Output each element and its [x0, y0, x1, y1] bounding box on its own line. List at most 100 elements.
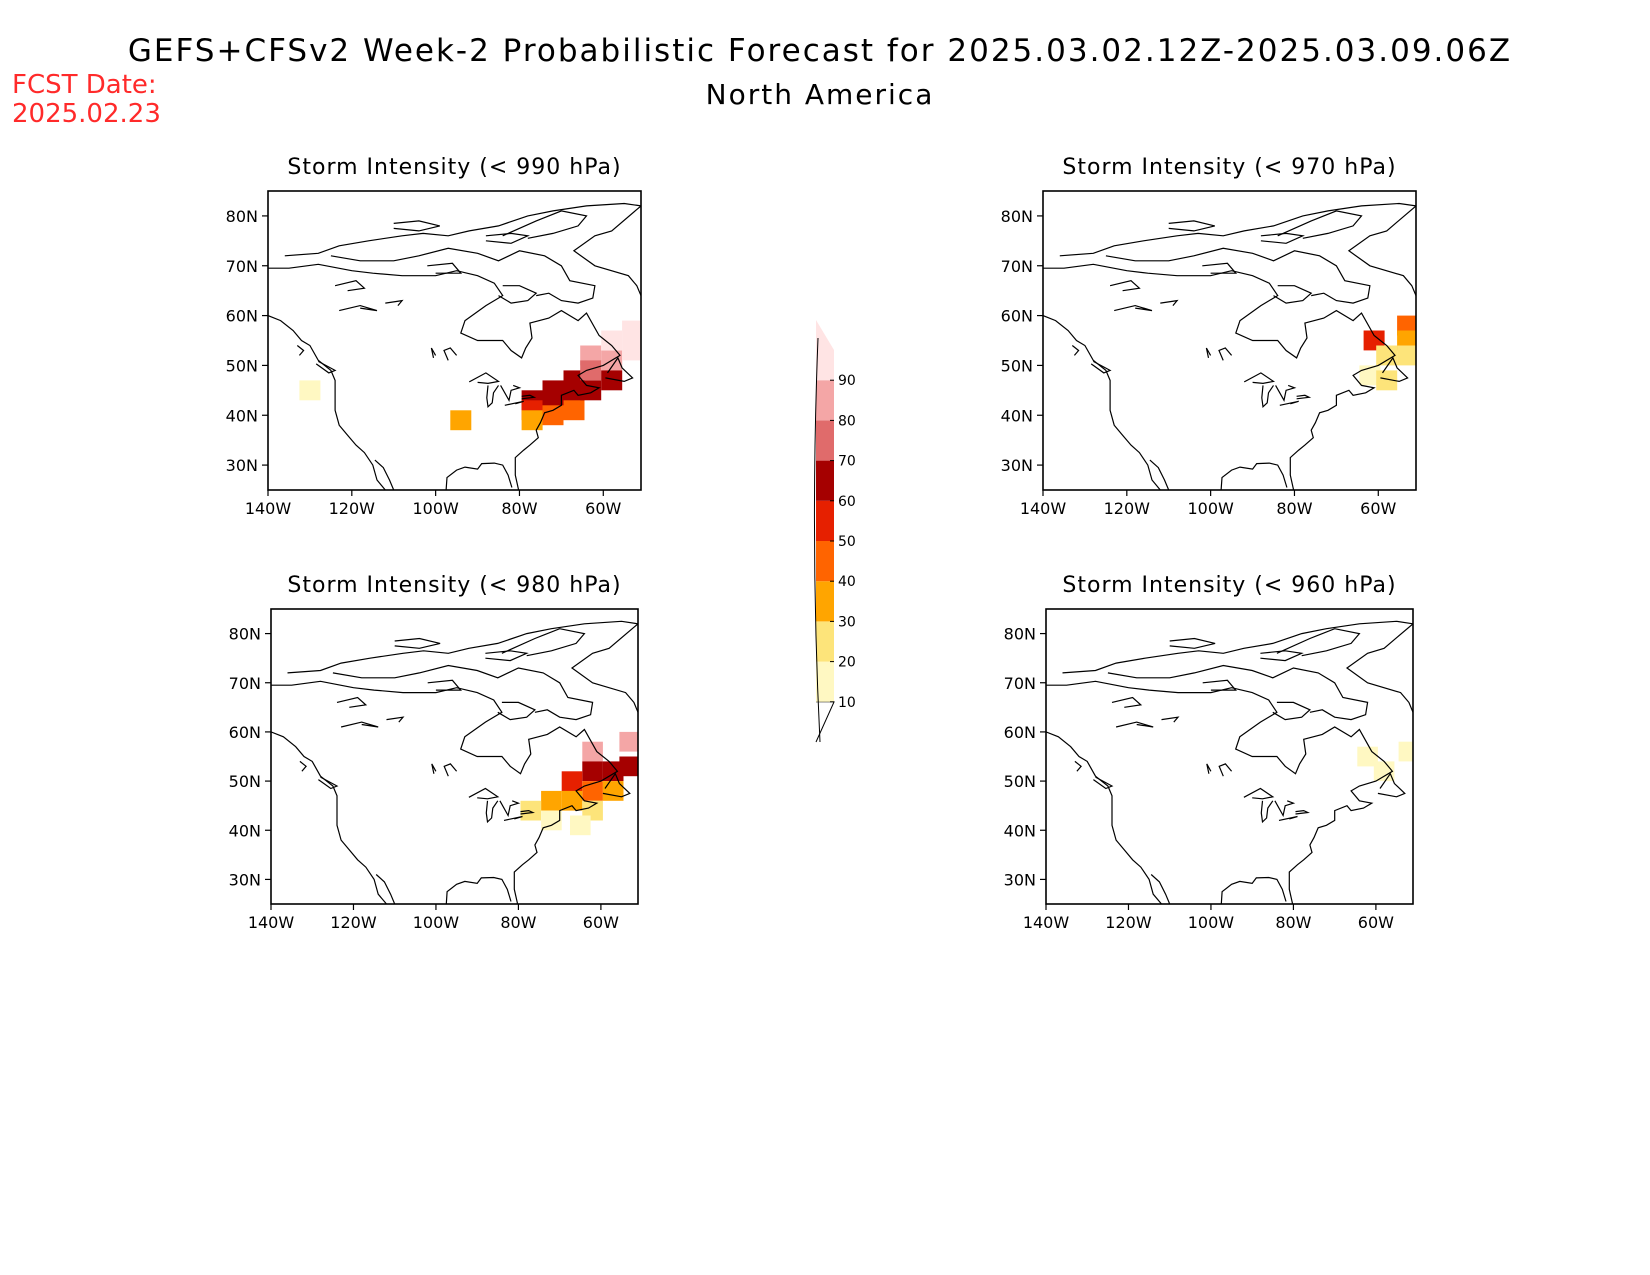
probability-cell: [622, 320, 641, 341]
probability-cell: [582, 781, 603, 801]
coastline: [1276, 628, 1361, 657]
probability-cell: [601, 370, 623, 391]
coastline: [430, 347, 437, 359]
panel-title: Storm Intensity (< 990 hPa): [287, 155, 621, 180]
coastline: [427, 679, 462, 691]
map-frame: [1042, 190, 1417, 491]
coastline: [485, 232, 530, 244]
x-tick-label: 80W: [1276, 499, 1312, 518]
coastline: [498, 285, 538, 304]
coastline: [1150, 874, 1171, 904]
coastline: [1377, 772, 1406, 798]
map-panel-3: Storm Intensity (< 980 hPa) 30N 40N 50N 60N 7…: [229, 573, 639, 932]
coastline: [339, 304, 378, 312]
x-tick-label: 120W: [1104, 499, 1151, 518]
x-tick-label: 120W: [330, 913, 377, 932]
x-tick-label: 140W: [1020, 499, 1067, 518]
x-tick-label: 60W: [1360, 499, 1396, 518]
y-tick-label: 60N: [1004, 723, 1036, 742]
coastline: [1111, 696, 1143, 708]
probability-cell: [1357, 746, 1378, 767]
coastline: [1260, 650, 1304, 662]
fcst-date-label: FCST Date:: [12, 70, 157, 100]
coastline: [1218, 347, 1233, 361]
probability-cell: [561, 790, 583, 811]
probability-cell: [541, 790, 562, 811]
probability-cell: [582, 761, 603, 782]
coastline: [1243, 372, 1276, 385]
coastline: [468, 787, 500, 800]
y-tick-label: 80N: [226, 207, 258, 226]
coastline: [570, 623, 638, 713]
colorbar-label: 40: [838, 574, 856, 590]
coastline: [486, 385, 499, 409]
coastline: [1160, 299, 1179, 306]
coastline: [1107, 664, 1369, 721]
coastline: [1043, 263, 1396, 490]
coastline: [502, 210, 588, 239]
coastline: [1272, 701, 1311, 721]
coastline: [443, 347, 458, 361]
coastline: [271, 680, 619, 904]
probability-cell: [619, 756, 638, 777]
probability-cell: [563, 400, 585, 421]
y-tick-label: 40N: [1004, 821, 1036, 840]
coastline: [1220, 876, 1287, 904]
probability-cell: [542, 390, 564, 411]
coastline: [1114, 304, 1153, 312]
probability-cell: [1376, 345, 1398, 366]
x-tick-label: 60W: [1358, 913, 1394, 932]
x-tick-label: 140W: [1023, 913, 1070, 932]
x-tick-label: 80W: [501, 499, 537, 518]
probability-cell: [1376, 370, 1398, 391]
coastline: [394, 637, 441, 649]
coastline: [1261, 385, 1274, 409]
colorbar-segment: [816, 500, 834, 541]
y-tick-label: 50N: [229, 772, 261, 791]
coastline: [485, 800, 499, 824]
coastline: [315, 360, 337, 374]
colorbar-edge: [813, 337, 821, 743]
coastline: [602, 772, 631, 798]
coastline: [1071, 345, 1080, 356]
probability-cell: [582, 741, 603, 762]
probability-cell: [450, 410, 472, 431]
coastline: [284, 202, 641, 257]
probability-cell: [580, 360, 602, 381]
colorbar-segment: [816, 380, 834, 421]
probability-cell: [1359, 365, 1381, 386]
probability-cell: [622, 340, 641, 361]
coastline: [1161, 716, 1180, 723]
coastline: [499, 800, 521, 818]
coastline: [1105, 247, 1371, 304]
probability-cell: [580, 380, 602, 401]
coastline: [1093, 776, 1114, 790]
coastline: [445, 876, 512, 904]
coastline: [445, 462, 513, 490]
coastline: [1260, 232, 1305, 244]
y-tick-label: 50N: [1001, 356, 1033, 375]
map-panel-2: Storm Intensity (< 970 hPa) 30N 40N 50N 60N 7…: [1001, 155, 1417, 518]
panel-title: Storm Intensity (< 960 hPa): [1062, 573, 1396, 598]
coastline: [1149, 459, 1170, 490]
coastline: [497, 701, 536, 721]
map-panel-1: Storm Intensity (< 990 hPa) 30N 40N 50N 60N 7…: [226, 155, 642, 518]
coastline: [1202, 679, 1237, 691]
y-tick-label: 70N: [1004, 674, 1036, 693]
x-tick-label: 100W: [413, 913, 460, 932]
colorbar-label: 70: [838, 454, 856, 470]
probability-cell: [1398, 741, 1413, 762]
coastline: [318, 776, 339, 790]
map-panel-4: Storm Intensity (< 960 hPa) 30N 40N 50N 60N 7…: [1004, 573, 1414, 932]
coastline: [1062, 620, 1413, 674]
panel-title: Storm Intensity (< 980 hPa): [287, 573, 621, 598]
y-tick-label: 70N: [226, 257, 258, 276]
probability-cell: [1397, 330, 1416, 351]
y-tick-label: 40N: [229, 821, 261, 840]
colorbar-segment: [816, 621, 834, 662]
coastline: [1169, 637, 1216, 649]
y-tick-label: 60N: [1001, 307, 1033, 326]
map-frame: [270, 608, 639, 905]
colorbar-segment: [816, 420, 834, 461]
colorbar-label: 20: [838, 655, 856, 671]
